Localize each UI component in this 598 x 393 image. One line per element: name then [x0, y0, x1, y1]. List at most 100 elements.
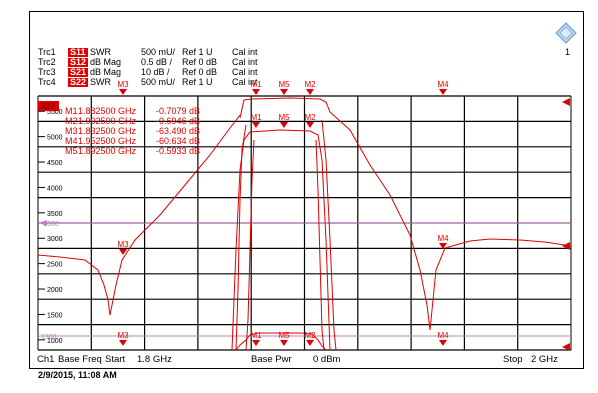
y-tick-label: 2000 [47, 287, 63, 294]
marker-m1: M1 [250, 80, 262, 95]
ref-arrow-icon [562, 98, 570, 106]
trace-curves [37, 97, 572, 351]
y-tick-label: 2500 [47, 262, 63, 269]
marker-readout-label: M1 [65, 106, 78, 116]
marker-label: M4 [437, 80, 449, 89]
marker-arrow [252, 340, 260, 346]
marker-arrow [252, 122, 260, 128]
marker-m1: M1 [250, 331, 262, 346]
marker-label: M1 [250, 80, 262, 89]
marker-m5: M5 [278, 331, 290, 346]
marker-m4: M4 [437, 331, 449, 346]
marker-m3: M3 [117, 240, 129, 255]
marker-arrow [119, 89, 127, 95]
y-tick-label: 4500 [47, 160, 63, 167]
trace-name: Trc3 [38, 67, 56, 77]
channel-number: 1 [565, 47, 571, 57]
y-tick-label: 3500 [47, 211, 63, 218]
footer-power-value[interactable]: 0 dBm [313, 354, 341, 365]
marker-arrow [306, 340, 314, 346]
marker-arrow [439, 340, 447, 346]
marker-readout-label: M5 [65, 146, 78, 156]
trace-curve [329, 111, 572, 331]
marker-m4: M4 [437, 234, 449, 249]
trace-ref: Ref 1 U [182, 77, 213, 87]
marker-arrow [280, 340, 288, 346]
trace-scale: 500 mU/ [141, 77, 176, 87]
trace-scale: 10 dB / [141, 67, 170, 77]
marker-arrow [119, 249, 127, 255]
marker-m5: M5 [278, 80, 290, 95]
marker-readout-label: M3 [65, 126, 78, 136]
trace-curve [245, 139, 325, 351]
ref-arrow-icon [562, 242, 570, 250]
marker-readout-freq: 1.902500 GHz [78, 116, 137, 126]
y-tick-label: 4000 [47, 185, 63, 192]
marker-m2: M2 [304, 331, 316, 346]
marker-m2: M2 [304, 113, 316, 128]
marker-readout-freq: 1.952500 GHz [78, 136, 137, 146]
marker-label: M4 [437, 234, 449, 243]
marker-label: M5 [278, 80, 290, 89]
marker-readout-freq: 1.832500 GHz [78, 126, 137, 136]
marker-label: M1 [250, 331, 262, 340]
reference-lines [38, 222, 571, 337]
marker-arrow [280, 89, 288, 95]
footer-sweep: Base Freq [58, 354, 102, 365]
ref-line-label: -5000 [41, 221, 59, 228]
marker-label: M3 [117, 240, 129, 249]
marker-readout-value: -63.490 dB [156, 126, 200, 136]
footer-start-value[interactable]: 1.8 GHz [137, 354, 172, 365]
trace-format: SWR [90, 77, 111, 87]
active-trace-label: S22 [40, 101, 55, 111]
trace-curve [231, 129, 331, 351]
trace-scale: 500 mU/ [141, 47, 176, 57]
trace-format: dB Mag [90, 57, 122, 67]
trace-name: Trc4 [38, 77, 56, 87]
marker-label: M1 [250, 113, 262, 122]
footer-stop-value[interactable]: 2 GHz [531, 354, 558, 365]
marker-readout-value: -0.7079 dB [156, 106, 200, 116]
marker-label: M2 [304, 80, 316, 89]
trace-format: SWR [90, 47, 111, 57]
marker-readout-label: M4 [65, 136, 78, 146]
footer-stop-label: Stop [503, 354, 523, 365]
y-tick-label: 1500 [47, 312, 63, 319]
marker-label: M2 [304, 113, 316, 122]
marker-arrow [306, 122, 314, 128]
marker-m1: M1 [250, 113, 262, 128]
y-tick-label: 5000 [47, 135, 63, 142]
marker-m3: M3 [117, 80, 129, 95]
marker-arrow [119, 340, 127, 346]
active-trace-badge [38, 101, 59, 111]
trace-param-badge: S12 [68, 57, 89, 67]
marker-readout-value: -60.634 dB [156, 136, 200, 146]
footer-start-label: Start [105, 354, 126, 365]
trace-cal: Cal int [232, 47, 258, 57]
marker-label: M3 [117, 80, 129, 89]
trace-cal: Cal int [232, 57, 258, 67]
marker-arrow [306, 89, 314, 95]
marker-label: M5 [278, 113, 290, 122]
y-tick-label: 5500 [47, 109, 63, 116]
trace-cal: Cal int [232, 77, 258, 87]
ref-line-label: 1300 [41, 334, 57, 341]
ref-arrow-icon [562, 343, 570, 351]
footer-channel: Ch1 [37, 354, 55, 365]
trace-ref: Ref 1 U [182, 47, 213, 57]
trace-param-badge: S21 [68, 67, 89, 77]
trace-curve [321, 119, 337, 351]
trace-param-badge: S11 [68, 47, 88, 57]
trace-param-badge: S22 [68, 77, 89, 87]
trace-curve [235, 124, 247, 351]
marker-label: M4 [437, 331, 449, 340]
marker-arrow [439, 243, 447, 249]
marker-label: M5 [278, 331, 290, 340]
marker-m4: M4 [437, 80, 449, 95]
y-tick-label: 1000 [47, 338, 63, 345]
trace-ref: Ref 0 dB [182, 57, 218, 67]
footer-power-label: Base Pwr [251, 354, 292, 365]
y-tick-label: 3000 [47, 236, 63, 243]
analyzer-window [29, 11, 584, 369]
